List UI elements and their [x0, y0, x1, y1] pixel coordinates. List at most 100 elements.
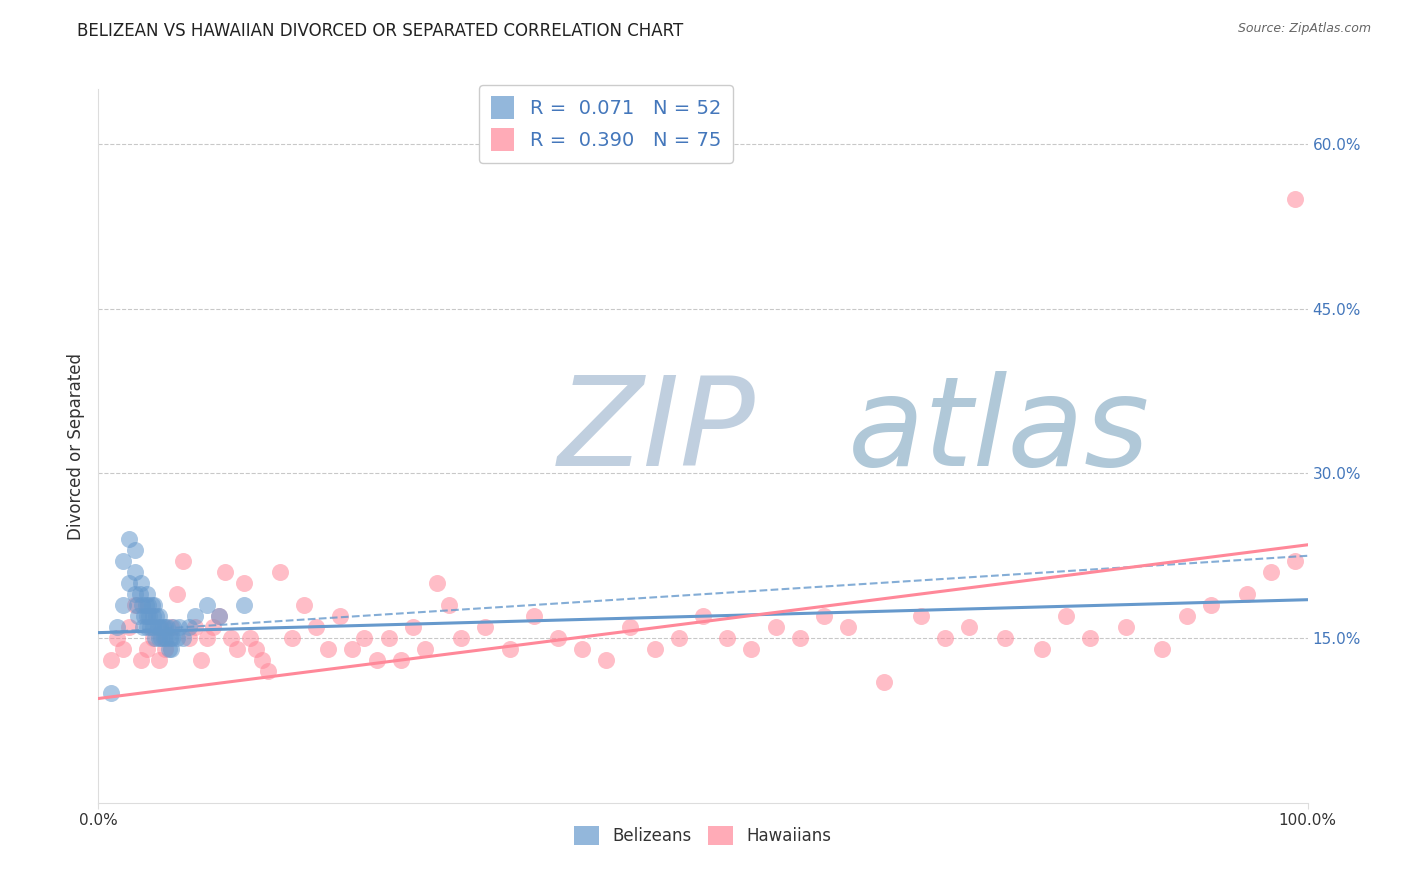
Point: [124, 598, 146, 612]
Point: [547, 631, 569, 645]
Point: [342, 642, 364, 657]
Point: [910, 609, 932, 624]
Point: [118, 533, 141, 547]
Point: [1260, 566, 1282, 580]
Point: [413, 642, 436, 657]
Point: [152, 631, 174, 645]
Point: [426, 576, 449, 591]
Point: [131, 598, 153, 612]
Point: [153, 620, 176, 634]
Point: [129, 653, 152, 667]
Point: [329, 609, 352, 624]
Point: [250, 653, 273, 667]
Point: [162, 620, 184, 634]
Point: [145, 609, 167, 624]
Point: [156, 620, 179, 634]
Point: [389, 653, 412, 667]
Point: [111, 554, 134, 568]
Point: [595, 653, 617, 667]
Point: [202, 620, 225, 634]
Point: [245, 642, 267, 657]
Point: [100, 653, 122, 667]
Point: [1284, 192, 1306, 206]
Text: atlas: atlas: [848, 371, 1150, 492]
Point: [716, 631, 738, 645]
Text: Source: ZipAtlas.com: Source: ZipAtlas.com: [1237, 22, 1371, 36]
Point: [105, 631, 128, 645]
Point: [124, 543, 146, 558]
Point: [1152, 642, 1174, 657]
Point: [111, 598, 134, 612]
Point: [934, 631, 956, 645]
Point: [523, 609, 546, 624]
Point: [1236, 587, 1258, 601]
Point: [160, 620, 183, 634]
Point: [135, 620, 157, 634]
Text: ZIP: ZIP: [558, 371, 756, 492]
Point: [139, 620, 162, 634]
Point: [148, 609, 170, 624]
Point: [498, 642, 520, 657]
Point: [155, 631, 177, 645]
Point: [127, 598, 149, 612]
Point: [873, 675, 896, 690]
Point: [135, 598, 157, 612]
Point: [353, 631, 375, 645]
Point: [957, 620, 980, 634]
Point: [179, 631, 201, 645]
Point: [148, 631, 170, 645]
Point: [160, 642, 183, 657]
Point: [292, 598, 315, 612]
Point: [135, 587, 157, 601]
Point: [366, 653, 388, 667]
Point: [765, 620, 787, 634]
Point: [256, 664, 278, 678]
Point: [166, 631, 188, 645]
Point: [195, 598, 218, 612]
Point: [208, 609, 231, 624]
Point: [179, 620, 201, 634]
Point: [813, 609, 835, 624]
Point: [143, 631, 166, 645]
Point: [232, 598, 254, 612]
Point: [619, 620, 641, 634]
Point: [111, 642, 134, 657]
Point: [740, 642, 762, 657]
Point: [150, 631, 173, 645]
Point: [1175, 609, 1198, 624]
Point: [127, 609, 149, 624]
Point: [134, 609, 156, 624]
Point: [128, 587, 150, 601]
Point: [141, 598, 163, 612]
Point: [1199, 598, 1222, 612]
Point: [316, 642, 339, 657]
Point: [142, 620, 165, 634]
Point: [195, 631, 218, 645]
Text: BELIZEAN VS HAWAIIAN DIVORCED OR SEPARATED CORRELATION CHART: BELIZEAN VS HAWAIIAN DIVORCED OR SEPARAT…: [77, 22, 683, 40]
Point: [132, 620, 155, 634]
Point: [184, 609, 207, 624]
Point: [129, 576, 152, 591]
Point: [152, 620, 174, 634]
Point: [1115, 620, 1137, 634]
Y-axis label: Divorced or Separated: Divorced or Separated: [66, 352, 84, 540]
Point: [692, 609, 714, 624]
Point: [135, 642, 157, 657]
Point: [214, 566, 236, 580]
Point: [668, 631, 690, 645]
Point: [402, 620, 425, 634]
Legend: Belizeans, Hawaiians: Belizeans, Hawaiians: [568, 819, 838, 852]
Point: [1031, 642, 1053, 657]
Point: [994, 631, 1017, 645]
Point: [142, 609, 165, 624]
Point: [1284, 554, 1306, 568]
Point: [136, 598, 159, 612]
Point: [142, 631, 165, 645]
Point: [153, 642, 176, 657]
Point: [124, 587, 146, 601]
Point: [1054, 609, 1077, 624]
Point: [837, 620, 859, 634]
Point: [450, 631, 472, 645]
Point: [157, 642, 180, 657]
Point: [644, 642, 666, 657]
